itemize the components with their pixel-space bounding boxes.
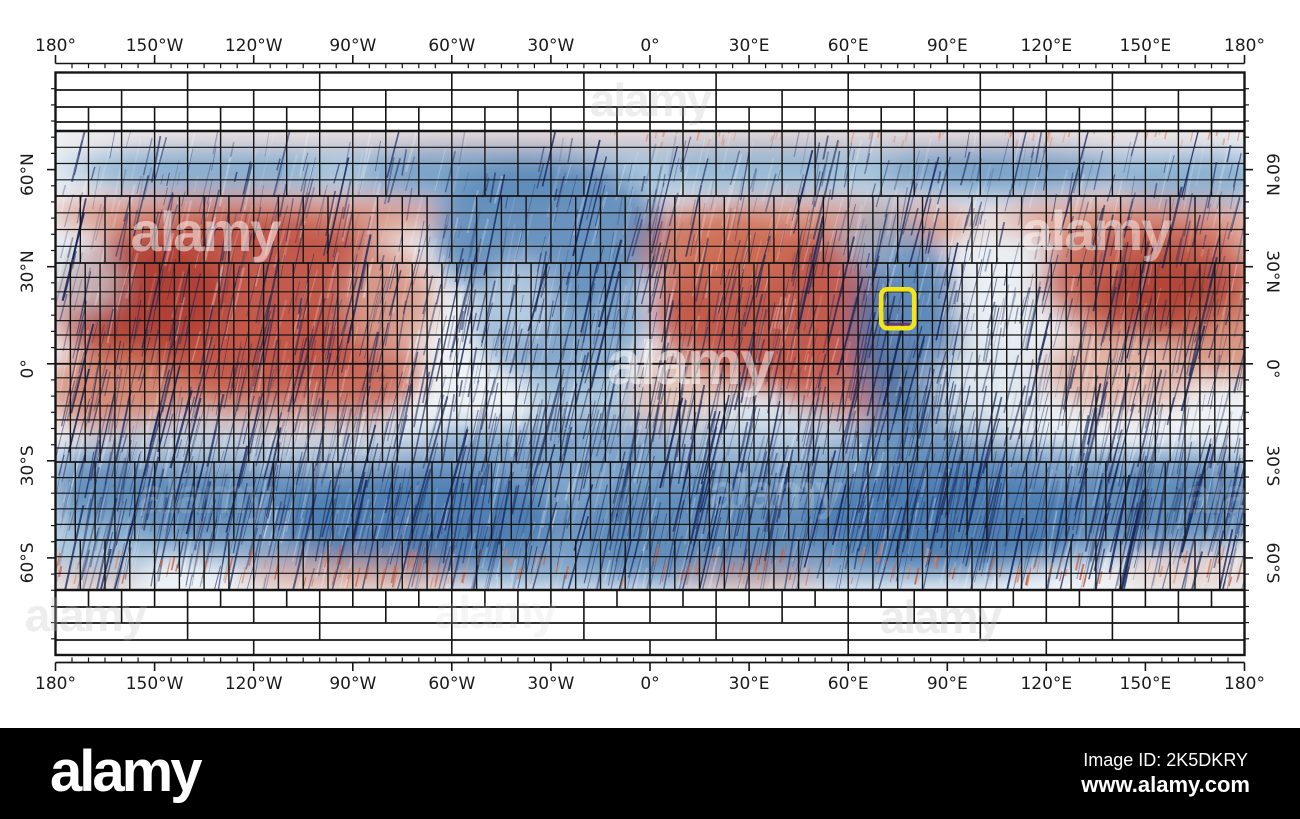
- axis-label: 120°W: [225, 674, 283, 694]
- axis-label: 180°: [1224, 674, 1265, 694]
- axis-label: 0°: [640, 36, 659, 56]
- axis-label: 150°W: [126, 36, 184, 56]
- axis-label: 30°S: [18, 445, 38, 486]
- axis-label: 180°: [1224, 36, 1265, 56]
- axis-label: 90°E: [927, 674, 968, 694]
- image-info-block: Image ID: 2K5DKRY www.alamy.com: [1081, 749, 1250, 799]
- axis-label: 150°E: [1120, 674, 1172, 694]
- axis-label: 30°E: [729, 36, 770, 56]
- axis-label: 60°E: [828, 36, 869, 56]
- map-canvas: 180° 150°W 120°W 90°W 60°W 30°W 0° 30°E 60°E 90°E…: [18, 36, 1282, 694]
- axis-label: 60°S: [1262, 542, 1282, 583]
- axis-label: 30°W: [527, 36, 574, 56]
- footer-bar: alamy Image ID: 2K5DKRY www.alamy.com: [0, 728, 1300, 819]
- axis-label: 60°N: [1262, 153, 1282, 196]
- axis-label: 30°W: [527, 674, 574, 694]
- axis-label: 30°E: [729, 674, 770, 694]
- axis-label: 60°E: [828, 674, 869, 694]
- axis-label: 60°N: [18, 153, 38, 196]
- axis-label: 30°N: [18, 250, 38, 293]
- axis-label: 120°W: [225, 36, 283, 56]
- website-url-text: www.alamy.com: [1081, 772, 1250, 797]
- image-id-text: Image ID: 2K5DKRY: [1083, 749, 1248, 770]
- axis-label: 60°W: [428, 36, 475, 56]
- highlight-box: [878, 287, 917, 331]
- axis-label: 90°E: [927, 36, 968, 56]
- axis-label: 90°W: [329, 36, 376, 56]
- axis-label: 0°: [640, 674, 659, 694]
- axis-label: 0°: [18, 359, 38, 378]
- alamy-logo: alamy: [50, 739, 202, 804]
- axis-label: 30°S: [1262, 445, 1282, 486]
- axis-label: 90°W: [329, 674, 376, 694]
- axis-label: 60°S: [18, 542, 38, 583]
- axis-label: 180°: [35, 36, 76, 56]
- axis-label: 30°N: [1262, 250, 1282, 293]
- axis-label: 120°E: [1020, 36, 1072, 56]
- highlight-rectangle: [878, 287, 917, 331]
- axis-ticks: [47, 55, 1253, 671]
- axis-label: 150°W: [126, 674, 184, 694]
- axis-label: 150°E: [1120, 36, 1172, 56]
- graticule-grid: [55, 72, 1245, 655]
- axis-label: 120°E: [1020, 674, 1072, 694]
- axis-label: 180°: [35, 674, 76, 694]
- map-figure: 180° 150°W 120°W 90°W 60°W 30°W 0° 30°E 60°E 90°E…: [18, 36, 1282, 694]
- axis-label: 0°: [1262, 359, 1282, 378]
- axis-label: 60°W: [428, 674, 475, 694]
- axis-labels: 180° 150°W 120°W 90°W 60°W 30°W 0° 30°E 60°E 90°E…: [18, 36, 1282, 694]
